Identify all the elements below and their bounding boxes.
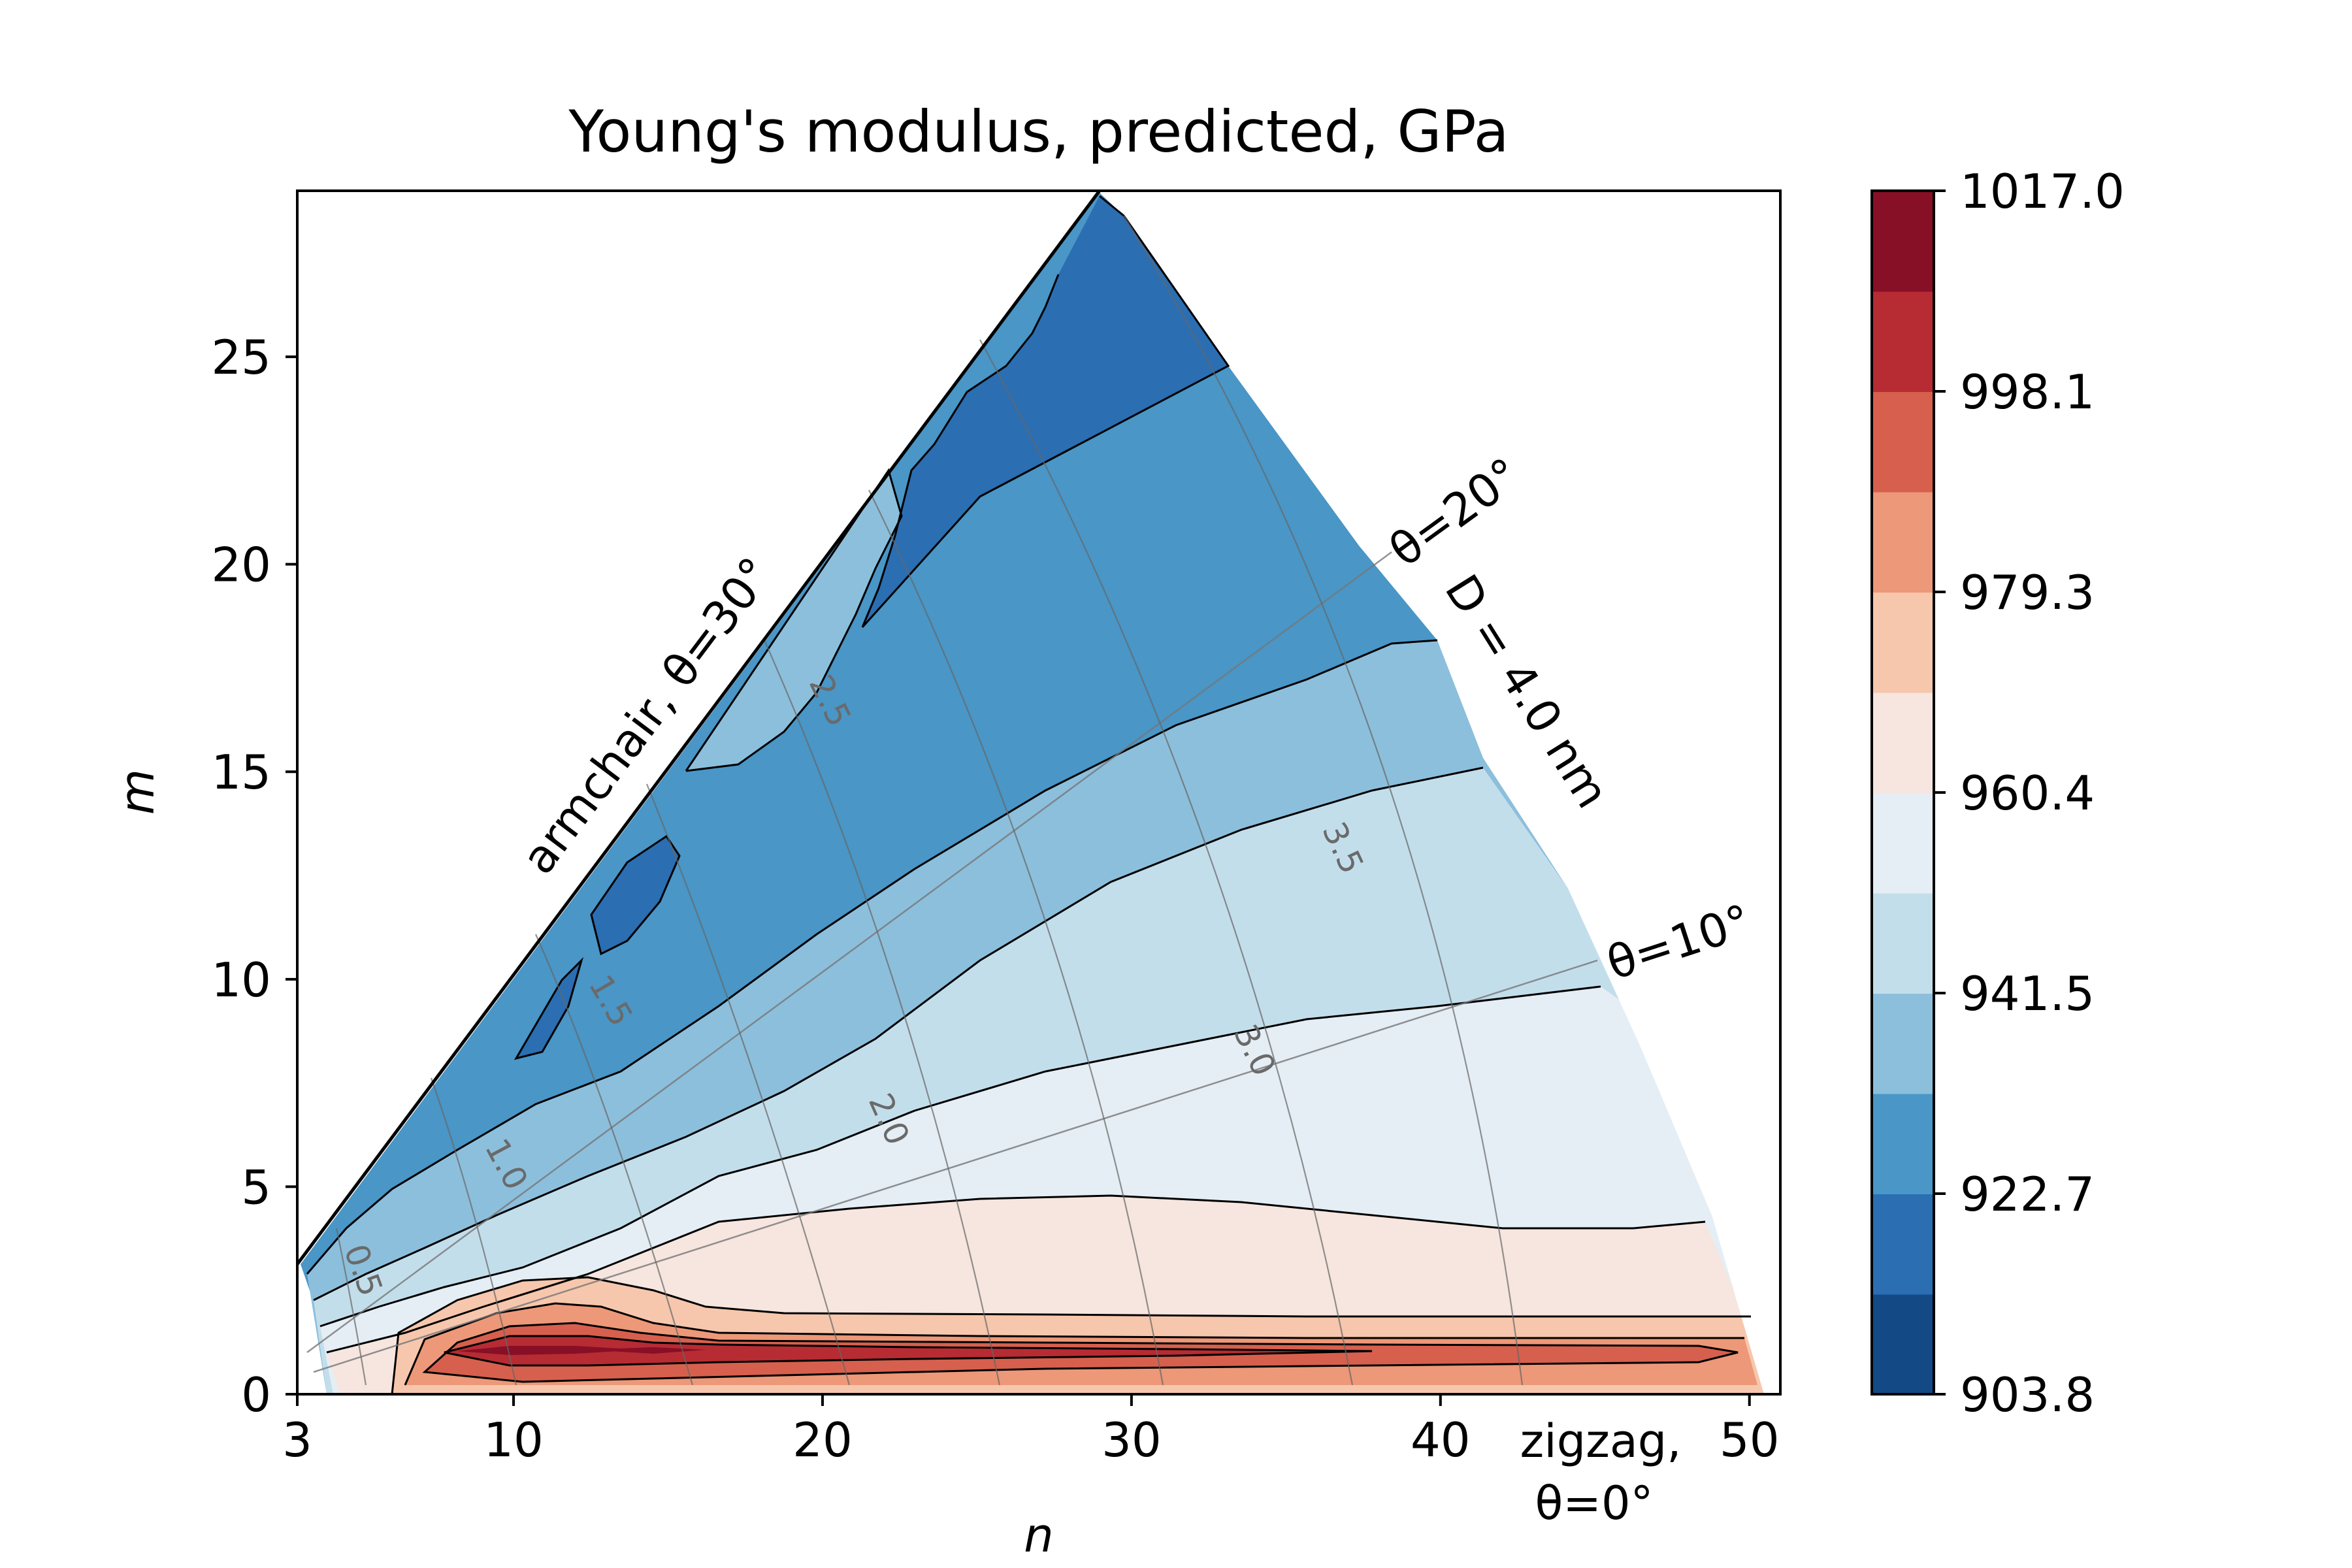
- colorbar-band: [1872, 1194, 1934, 1295]
- diameter-arc-1.0: [430, 1077, 517, 1386]
- diameter-arc-2.0: [645, 783, 851, 1386]
- diameter-arc-1.5: [534, 934, 694, 1386]
- band-deep-blue: [862, 196, 1228, 627]
- theta-10-guide: [313, 959, 1598, 1373]
- island-dark-blue-2: [516, 960, 581, 1058]
- contour-line: [404, 1302, 1744, 1386]
- y-tick-label: 10: [211, 953, 271, 1007]
- colorbar-band: [1872, 1093, 1934, 1194]
- x-axis-label: n: [1024, 1508, 1054, 1563]
- x-tick-label: 20: [792, 1413, 853, 1467]
- colorbar-band: [1872, 892, 1934, 994]
- colorbar-tick-label: 941.5: [1960, 966, 2095, 1021]
- y-tick-label: 0: [241, 1367, 271, 1422]
- colorbar-tick-label: 903.8: [1960, 1367, 2095, 1422]
- diameter-arc-3.0: [868, 489, 1164, 1386]
- y-axis-label: m: [110, 769, 165, 815]
- plot-area: 0.5 1.0 1.5 2.0 2.5 3.0 3.5: [297, 191, 1780, 1394]
- colorbar-band: [1872, 1294, 1934, 1395]
- axes-frame: [296, 189, 1782, 1396]
- y-tick-label: 5: [241, 1160, 271, 1215]
- colorbar-band: [1872, 391, 1934, 493]
- diameter-arc-0.5: [335, 1228, 367, 1386]
- contour-line: [313, 766, 1484, 1301]
- diameter-arc-2.5: [763, 640, 1001, 1386]
- x-tick-label: 30: [1102, 1413, 1162, 1467]
- colorbar: 1017.0 998.1 979.3 960.4 941.5 922.7 903.8: [1870, 164, 2125, 1422]
- colorbar-band: [1872, 291, 1934, 392]
- colorbar-band: [1872, 792, 1934, 894]
- contour-line: [422, 1322, 1739, 1383]
- band-light-blue-armchair: [686, 470, 902, 771]
- contour-line: [326, 1194, 1706, 1354]
- colorbar-tick-label: 960.4: [1960, 766, 2095, 821]
- colorbar-band: [1872, 592, 1934, 693]
- outside-region-right: [1100, 191, 1780, 1394]
- island-dark-blue: [591, 836, 679, 954]
- y-ticks: 0 5 10 15 20 25: [211, 330, 297, 1422]
- colorbar-band: [1872, 993, 1934, 1094]
- zigzag-annotation: zigzag,: [1520, 1414, 1682, 1468]
- band-deepest-red: [457, 1346, 640, 1355]
- contour-line: [444, 1335, 1373, 1367]
- colorbar-tick-label: 998.1: [1960, 365, 2095, 419]
- colorbar-tick-label: 922.7: [1960, 1167, 2095, 1222]
- y-tick-label: 20: [211, 538, 271, 593]
- y-tick-label: 25: [211, 330, 271, 385]
- theta-20-guide: [306, 551, 1392, 1354]
- armchair-boundary: [297, 191, 1102, 1266]
- contour-line: [319, 985, 1601, 1328]
- band-deepest-red-2: [588, 1347, 706, 1354]
- y-tick-label: 15: [211, 745, 271, 800]
- colorbar-band: [1872, 491, 1934, 593]
- diameter-arc-4.0: [1123, 215, 1524, 1386]
- contour-line: [685, 468, 903, 772]
- zigzag-angle-annotation: θ=0°: [1535, 1477, 1653, 1530]
- x-tick-label: 40: [1411, 1413, 1471, 1467]
- x-ticks: 3 10 20 30 40 50: [282, 1394, 1780, 1467]
- colorbar-tick-label: 1017.0: [1960, 164, 2125, 219]
- contour-line: [306, 639, 1438, 1275]
- contour-line: [590, 834, 681, 956]
- x-tick-label: 50: [1720, 1413, 1780, 1467]
- diameter-arc-3.5: [979, 339, 1354, 1386]
- colorbar-tick-label: 979.3: [1960, 565, 2095, 620]
- colorbar-band: [1872, 191, 1934, 292]
- x-tick-label: 10: [483, 1413, 544, 1467]
- contour-line: [514, 956, 584, 1060]
- x-tick-label: 3: [282, 1413, 312, 1467]
- contour-line: [391, 1276, 1751, 1394]
- colorbar-band: [1872, 692, 1934, 793]
- chart-title: Young's modulus, predicted, GPa: [568, 98, 1509, 165]
- contour-line: [861, 195, 1230, 629]
